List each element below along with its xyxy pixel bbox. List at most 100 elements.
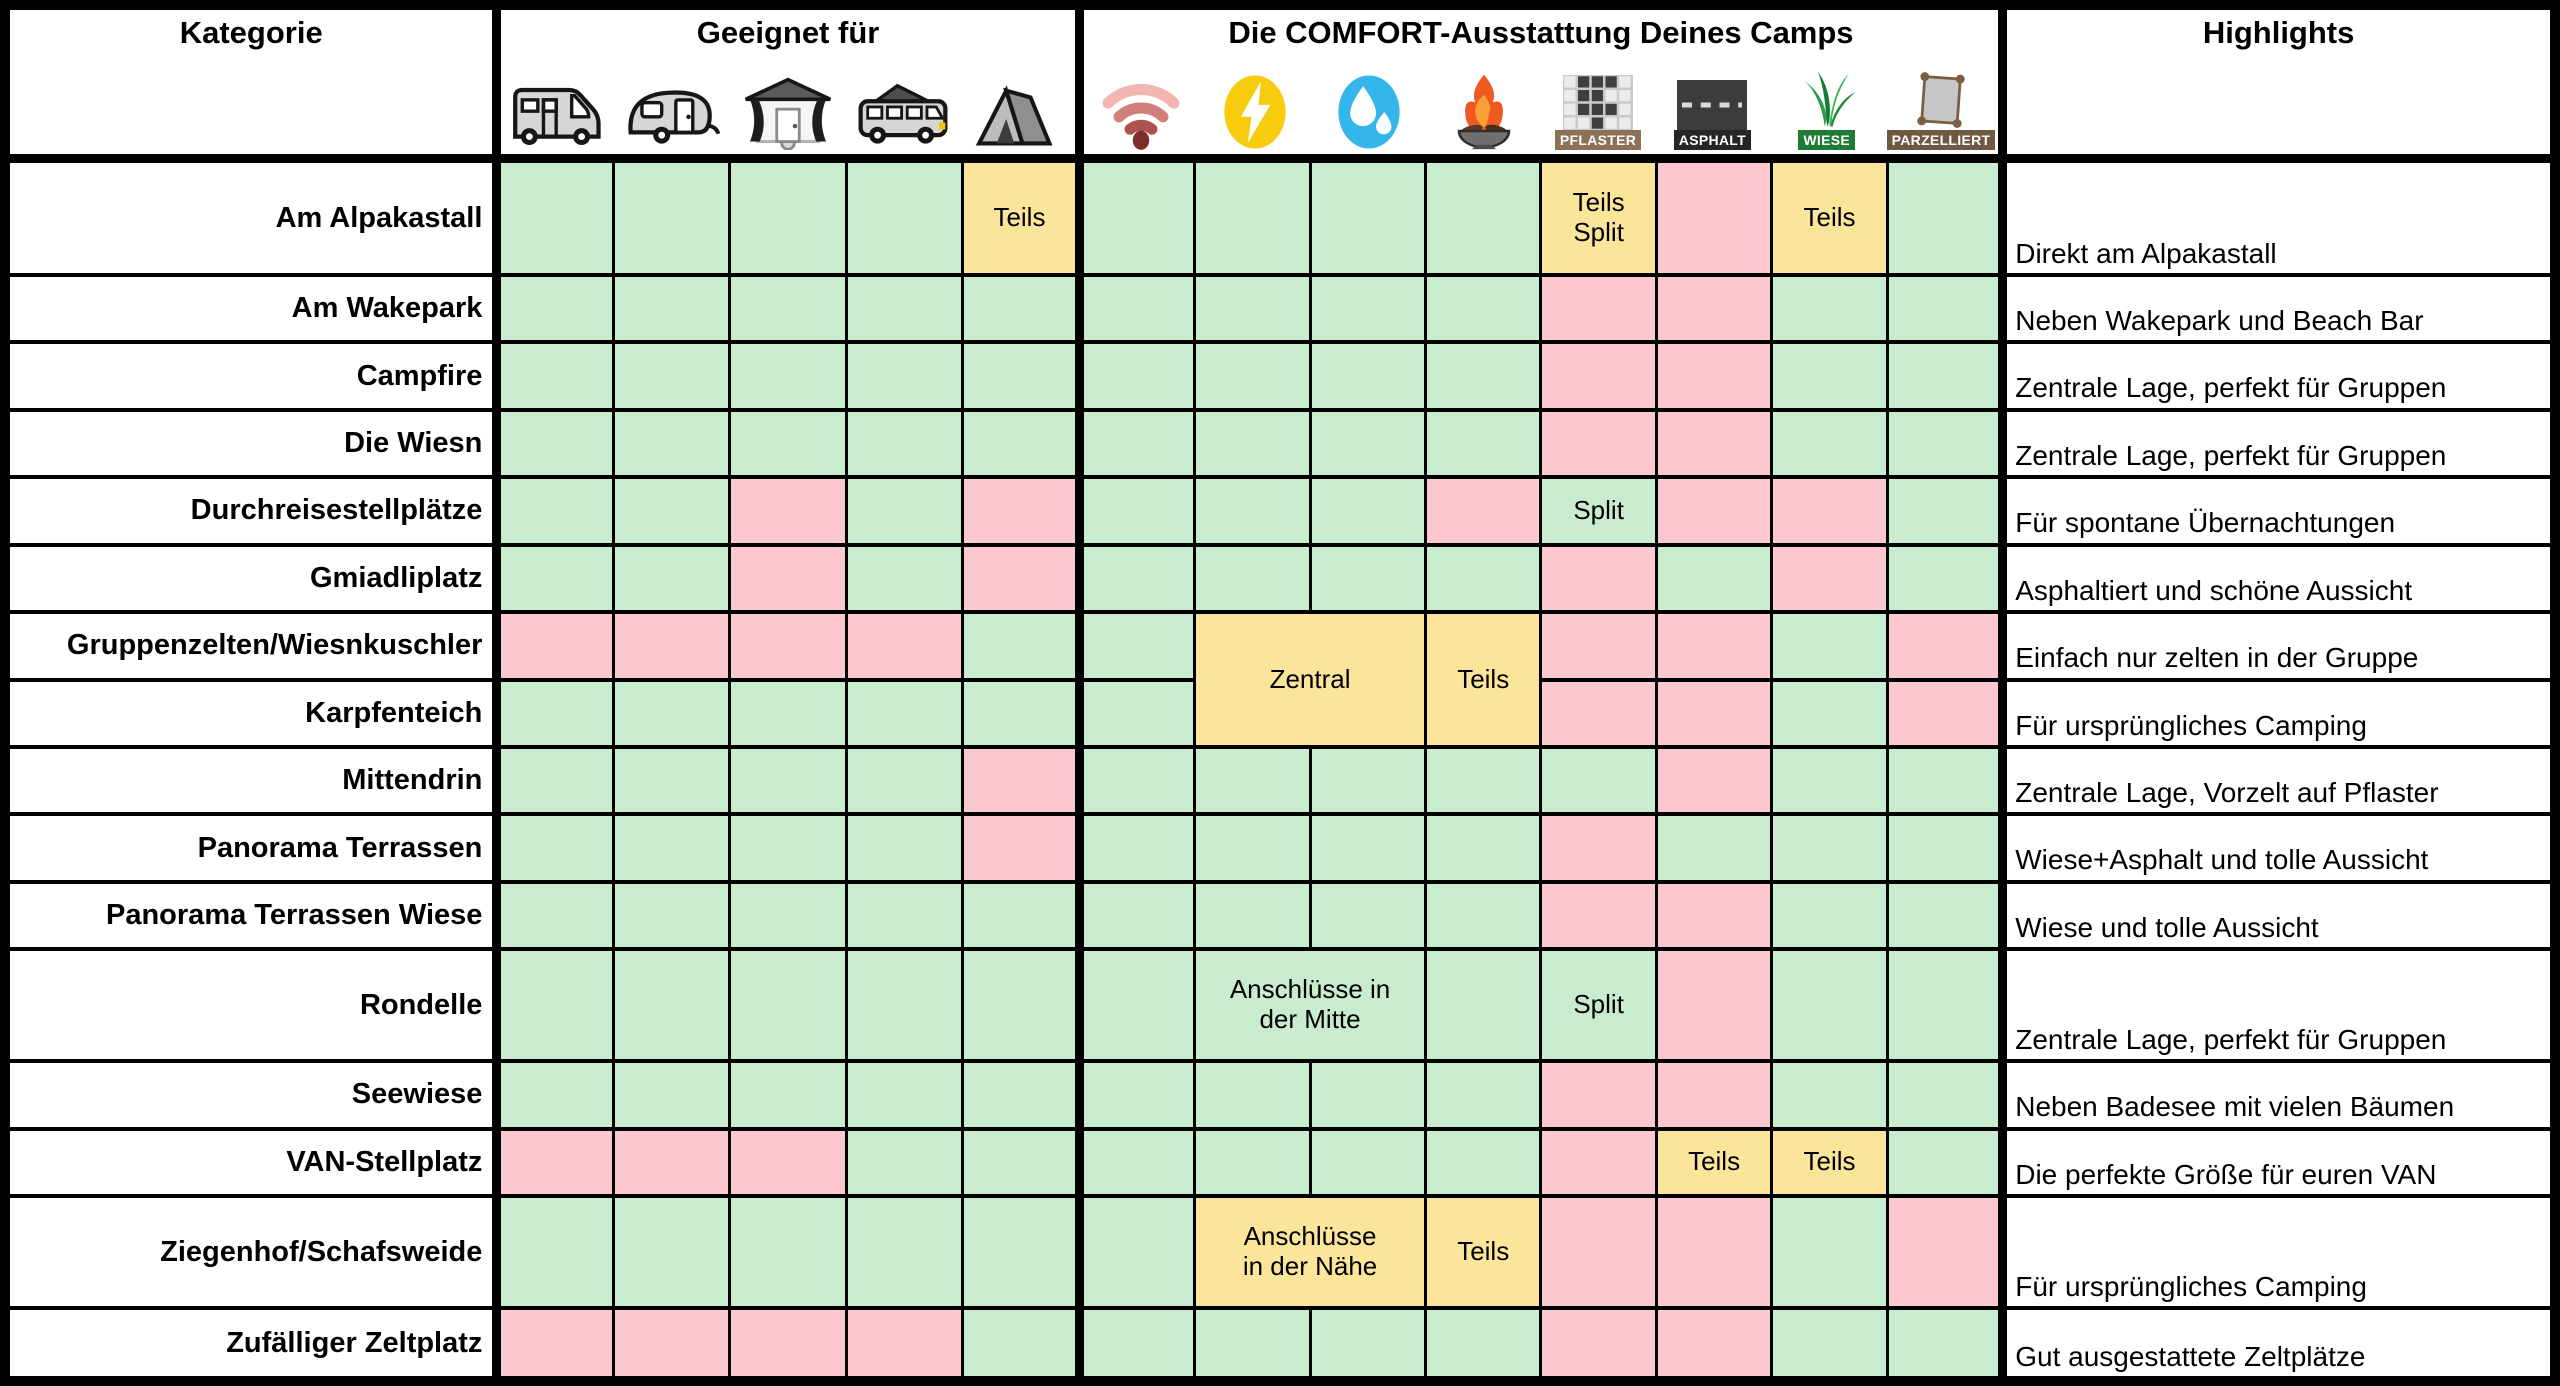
category-cell: Mittendrin: [3, 744, 502, 817]
status-cell: [961, 1059, 1081, 1131]
category-cell: Seewiese: [3, 1059, 502, 1131]
status-cell: Teils: [1770, 1126, 1889, 1199]
status-cell: [1074, 1306, 1197, 1383]
status-cell: [1193, 156, 1312, 278]
category-cell: Panorama Terrassen: [3, 812, 502, 884]
asphalt-label: ASPHALT: [1673, 130, 1751, 150]
status-cell: [961, 542, 1081, 615]
status-cell: [495, 156, 615, 278]
table-row: Karpfenteich Für ursprüngliches Camping: [3, 677, 2557, 749]
status-cell: [1423, 407, 1543, 480]
highlight-cell: Neben Wakepark und Beach Bar: [1998, 273, 2557, 345]
status-cell: [728, 542, 848, 615]
status-cell: [1308, 156, 1427, 278]
status-cell: [495, 1126, 615, 1199]
status-cell: [1423, 744, 1543, 817]
table-row: Gruppenzelten/Wiesnkuschler Zentral Teils E…: [3, 610, 2557, 749]
status-cell: [961, 475, 1081, 547]
status-cell: [844, 1194, 965, 1311]
status-cell: [1654, 475, 1774, 547]
status-cell: [611, 273, 732, 345]
status-cell: Teils Split: [1539, 156, 1658, 278]
highlight-cell: Direkt am Alpakastall: [1998, 156, 2557, 278]
status-cell: [611, 475, 732, 547]
status-cell: [1885, 1194, 2005, 1311]
status-cell: [1308, 812, 1427, 884]
status-cell: [611, 677, 732, 749]
status-cell: [1539, 744, 1658, 817]
status-cell: [1308, 407, 1427, 480]
status-cell: [1770, 475, 1889, 547]
status-cell: [728, 475, 848, 547]
status-cell: [728, 1306, 848, 1383]
status-cell: [495, 744, 615, 817]
status-cell: [1539, 1059, 1658, 1131]
highlight-cell: Für ursprüngliches Camping: [1998, 677, 2557, 749]
category-cell: Die Wiesn: [3, 407, 502, 480]
status-cell: [1770, 542, 1889, 615]
status-cell: [1308, 340, 1427, 412]
table-row: Am Wakepark Neben Wakepark und Beach Bar: [3, 273, 2557, 345]
status-cell: [961, 744, 1081, 817]
status-cell: [611, 542, 732, 615]
status-cell: Anschlüsse in der Mitte: [1193, 947, 1427, 1064]
status-cell: [1074, 1194, 1197, 1311]
status-cell: [611, 156, 732, 278]
status-cell: [1308, 1306, 1427, 1383]
status-cell: [1074, 610, 1197, 682]
status-cell: [1074, 340, 1197, 412]
status-cell: [1654, 947, 1774, 1064]
status-cell: [961, 610, 1081, 682]
highlight-cell: Asphaltiert und schöne Aussicht: [1998, 542, 2557, 615]
status-cell: [495, 475, 615, 547]
highlight-cell: Wiese+Asphalt und tolle Aussicht: [1998, 812, 2557, 884]
grass-icon: WIESE: [1795, 66, 1859, 150]
status-cell: [1193, 1306, 1312, 1383]
status-cell: Anschlüsse in der Nähe: [1193, 1194, 1427, 1311]
status-cell: [1193, 340, 1312, 412]
status-cell: [611, 812, 732, 884]
status-cell: Teils: [1654, 1126, 1774, 1199]
status-cell: [1885, 1306, 2005, 1383]
table-row: Zufälliger Zeltplatz Gut ausgestattete Ze…: [3, 1306, 2557, 1383]
status-cell: [961, 879, 1081, 952]
status-cell: [1193, 273, 1312, 345]
status-cell: [611, 340, 732, 412]
status-cell: [1654, 1059, 1774, 1131]
status-cell: [1539, 677, 1658, 749]
table-row: Gmiadliplatz Asphaltiert und schöne Aussi…: [3, 542, 2557, 615]
table-row: Am Alpakastall Teils Teils Split Teils Direk…: [3, 156, 2557, 278]
status-cell: [1770, 273, 1889, 345]
table-row: Panorama Terrassen Wiese Wiese und tolle …: [3, 879, 2557, 952]
status-cell: [1193, 475, 1312, 547]
status-cell: [1423, 475, 1543, 547]
table-row: Durchreisestellplätze Split Für spontane Ü…: [3, 475, 2557, 547]
status-cell: [1885, 156, 2005, 278]
status-cell: [1654, 1194, 1774, 1311]
status-cell: [1193, 812, 1312, 884]
column-group-geeignet-fuer: Geeignet für: [495, 3, 1081, 164]
status-cell: [844, 273, 965, 345]
highlight-cell: Zentrale Lage, Vorzelt auf Pflaster: [1998, 744, 2557, 817]
column-header-kategorie: Kategorie: [3, 3, 502, 164]
status-cell: [1539, 879, 1658, 952]
status-cell: [1770, 879, 1889, 952]
status-cell: [728, 273, 848, 345]
status-cell: [844, 156, 965, 278]
highlight-cell: Wiese und tolle Aussicht: [1998, 879, 2557, 952]
status-cell: [1654, 812, 1774, 884]
wifi-icon: [1097, 70, 1185, 150]
status-cell: [1539, 273, 1658, 345]
status-cell: [495, 340, 615, 412]
status-cell: [495, 273, 615, 345]
status-cell: [1423, 273, 1543, 345]
asphalt-road-icon: ASPHALT: [1673, 80, 1751, 150]
category-cell: Am Wakepark: [3, 273, 502, 345]
status-cell: [611, 1126, 732, 1199]
status-cell: [844, 1126, 965, 1199]
table-row: Seewiese Neben Badesee mit vielen Bäumen: [3, 1059, 2557, 1131]
status-cell: [611, 947, 732, 1064]
status-cell: [961, 1194, 1081, 1311]
status-cell: [961, 1306, 1081, 1383]
